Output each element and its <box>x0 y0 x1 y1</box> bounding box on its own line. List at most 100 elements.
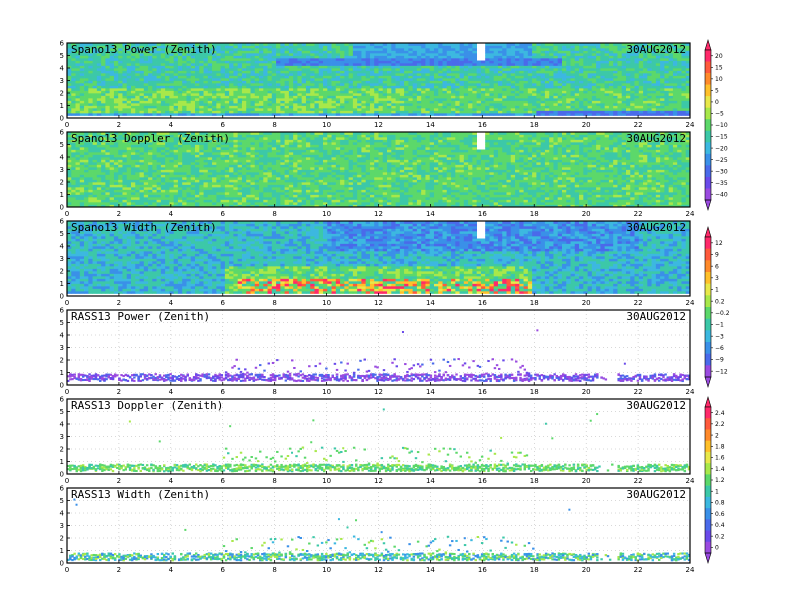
heatmap-cell <box>126 199 132 203</box>
heatmap-cell <box>651 50 657 54</box>
heatmap-cell <box>284 70 290 74</box>
heatmap-cell <box>451 103 456 106</box>
heatmap-cell <box>173 93 179 96</box>
heatmap-cell <box>165 199 170 203</box>
heatmap-cell <box>156 88 162 91</box>
heatmap-cell <box>352 108 358 111</box>
heatmap-cell <box>148 167 153 170</box>
heatmap-cell <box>421 85 426 89</box>
heatmap-cell <box>455 70 460 74</box>
heatmap-cell <box>672 78 678 81</box>
heatmap-cell <box>506 85 512 89</box>
heatmap-cell <box>515 93 520 96</box>
heatmap-cell <box>655 113 661 116</box>
heatmap-cell <box>553 98 559 101</box>
heatmap-cell <box>135 85 140 89</box>
heatmap-cell <box>664 60 670 64</box>
heatmap-cell <box>506 113 512 116</box>
heatmap-cell <box>156 152 162 155</box>
heatmap-cell <box>523 108 529 111</box>
heatmap-cell <box>156 159 162 163</box>
heatmap-cell <box>463 78 469 81</box>
heatmap-cell <box>173 63 179 66</box>
heatmap-cell <box>429 98 435 101</box>
heatmap-cell <box>480 103 486 106</box>
heatmap-cell <box>374 103 379 106</box>
heatmap-cell <box>109 164 115 168</box>
heatmap-cell <box>237 70 243 74</box>
heatmap-cell <box>84 192 89 195</box>
heatmap-cell <box>101 159 106 163</box>
heatmap-cell <box>497 70 503 74</box>
heatmap-cell <box>84 137 89 140</box>
heatmap-cell <box>369 93 375 96</box>
heatmap-cell <box>408 70 413 74</box>
heatmap-cell <box>357 78 362 81</box>
heatmap-cell <box>497 65 503 69</box>
heatmap-cell <box>156 95 162 99</box>
heatmap-cell <box>455 45 460 49</box>
heatmap-cell <box>224 78 230 81</box>
heatmap-cell <box>96 48 102 51</box>
heatmap-cell <box>361 63 367 66</box>
heatmap-cell <box>122 182 128 185</box>
heatmap-cell <box>216 70 221 74</box>
heatmap-cell <box>182 63 187 66</box>
heatmap-cell <box>92 60 98 64</box>
heatmap-cell <box>557 103 563 106</box>
heatmap-cell <box>643 65 648 69</box>
heatmap-cell <box>318 45 324 49</box>
heatmap-cell <box>246 55 251 59</box>
heatmap-cell <box>314 73 320 76</box>
heatmap-cell <box>297 88 303 91</box>
heatmap-cell <box>310 45 315 49</box>
heatmap-cell <box>224 73 230 76</box>
heatmap-cell <box>561 45 567 49</box>
heatmap-cell <box>399 53 405 56</box>
heatmap-cell <box>510 105 516 109</box>
heatmap-cell <box>71 68 76 71</box>
heatmap-cell <box>472 85 477 89</box>
heatmap-cell <box>284 43 290 46</box>
heatmap-cell <box>378 80 384 84</box>
heatmap-cell <box>237 55 243 59</box>
heatmap-cell <box>109 194 115 198</box>
heatmap-cell <box>621 100 627 104</box>
heatmap-cell <box>540 75 546 79</box>
heatmap-cell <box>527 48 533 51</box>
heatmap-cell <box>96 164 102 168</box>
heatmap-cell <box>186 95 192 99</box>
heatmap-cell <box>549 80 554 84</box>
heatmap-cell <box>681 70 687 74</box>
heatmap-cell <box>344 45 349 49</box>
heatmap-cell <box>540 88 546 91</box>
heatmap-cell <box>617 108 623 111</box>
heatmap-cell <box>570 60 576 64</box>
heatmap-cell <box>506 70 512 74</box>
heatmap-cell <box>540 60 546 64</box>
heatmap-cell <box>267 100 273 104</box>
heatmap-cell <box>668 55 674 59</box>
heatmap-cell <box>378 113 384 116</box>
heatmap-cell <box>182 103 187 106</box>
heatmap-cell <box>510 65 516 69</box>
heatmap-cell <box>101 88 106 91</box>
heatmap-cell <box>284 58 290 61</box>
heatmap-cell <box>660 100 665 104</box>
heatmap-cell <box>357 58 362 61</box>
heatmap-cell <box>327 90 332 94</box>
heatmap-cell <box>489 105 495 109</box>
heatmap-cell <box>647 80 652 84</box>
heatmap-cell <box>561 88 567 91</box>
heatmap-cell <box>583 80 588 84</box>
heatmap-cell <box>497 48 503 51</box>
heatmap-cell <box>126 58 132 61</box>
heatmap-cell <box>173 58 179 61</box>
heatmap-cell <box>489 78 495 81</box>
heatmap-cell <box>314 105 320 109</box>
heatmap-cell <box>241 83 247 86</box>
heatmap-cell <box>468 68 473 71</box>
heatmap-cell <box>579 50 584 54</box>
heatmap-cell <box>348 68 354 71</box>
heatmap-cell <box>638 90 644 94</box>
